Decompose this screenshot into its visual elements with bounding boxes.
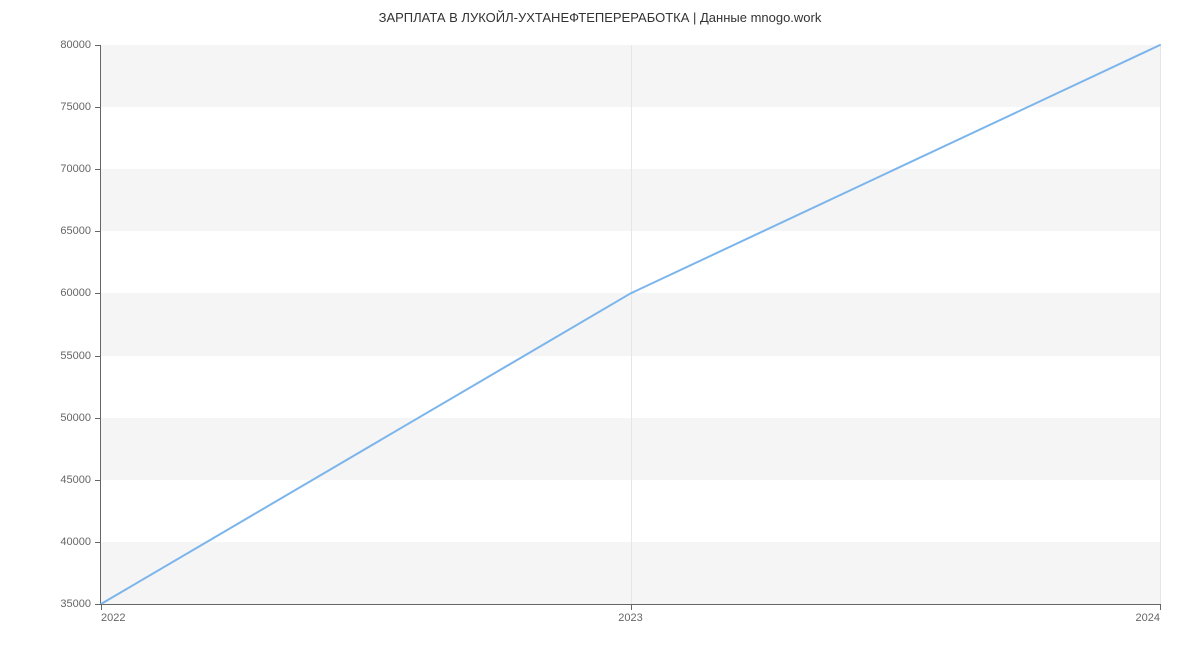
- x-tick: [1160, 604, 1161, 610]
- y-axis-label: 60000: [60, 287, 91, 299]
- y-tick: [95, 107, 101, 108]
- y-tick: [95, 231, 101, 232]
- y-tick: [95, 45, 101, 46]
- chart-title: ЗАРПЛАТА В ЛУКОЙЛ-УХТАНЕФТЕПЕРЕРАБОТКА |…: [0, 0, 1200, 25]
- y-tick: [95, 542, 101, 543]
- y-axis-label: 75000: [60, 101, 91, 113]
- y-tick: [95, 480, 101, 481]
- y-axis-label: 40000: [60, 536, 91, 548]
- x-tick: [101, 604, 102, 610]
- x-tick: [631, 604, 632, 610]
- x-axis-label: 2023: [618, 612, 642, 624]
- y-axis-label: 80000: [60, 39, 91, 51]
- y-axis-label: 50000: [60, 412, 91, 424]
- y-axis-label: 45000: [60, 474, 91, 486]
- x-axis-label: 2024: [1136, 612, 1160, 624]
- y-axis-label: 55000: [60, 350, 91, 362]
- y-tick: [95, 169, 101, 170]
- chart-container: 3500040000450005000055000600006500070000…: [100, 45, 1160, 605]
- plot-area: 3500040000450005000055000600006500070000…: [100, 45, 1160, 605]
- y-tick: [95, 293, 101, 294]
- x-gridline: [1160, 45, 1161, 604]
- y-axis-label: 35000: [60, 598, 91, 610]
- x-axis-label: 2022: [101, 612, 125, 624]
- y-axis-label: 65000: [60, 225, 91, 237]
- y-tick: [95, 356, 101, 357]
- y-tick: [95, 418, 101, 419]
- line-series: [101, 45, 1160, 604]
- y-axis-label: 70000: [60, 163, 91, 175]
